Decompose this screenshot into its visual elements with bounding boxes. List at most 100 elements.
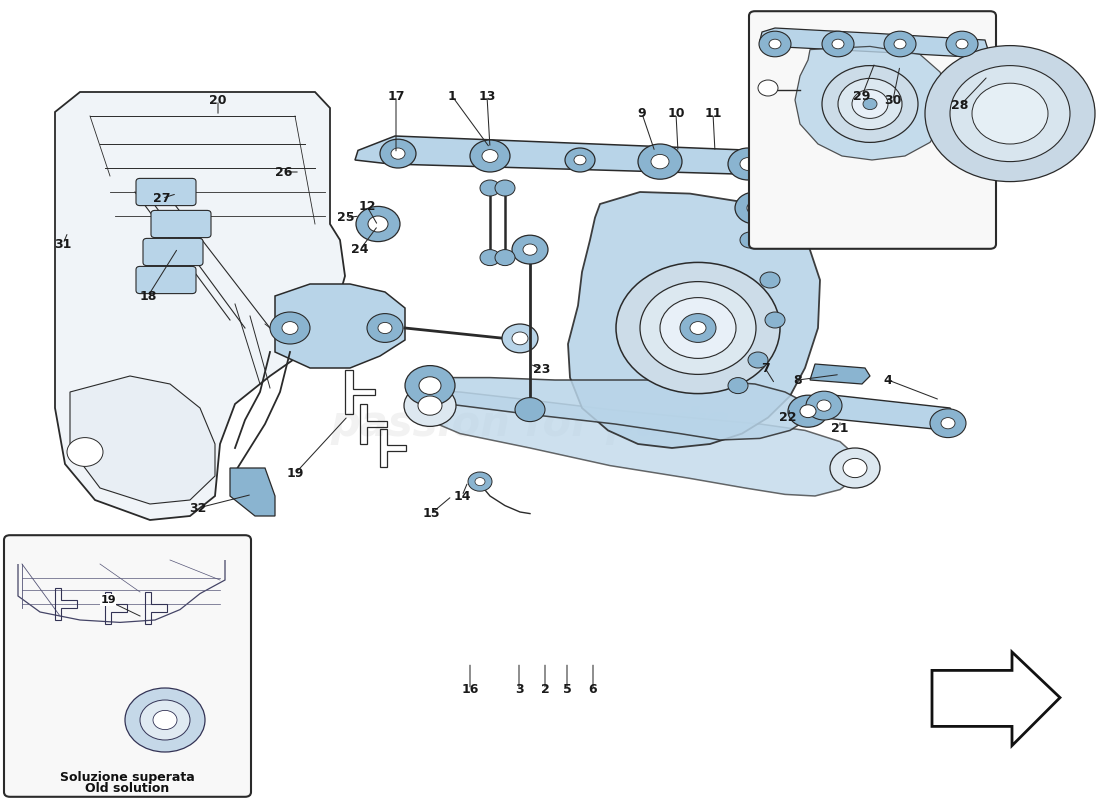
Circle shape	[838, 78, 902, 130]
Text: 24: 24	[351, 243, 369, 256]
Text: 29: 29	[854, 90, 871, 102]
Circle shape	[946, 31, 978, 57]
Text: 3: 3	[515, 683, 524, 696]
Text: 11: 11	[704, 107, 722, 120]
Text: 32: 32	[189, 502, 207, 514]
Polygon shape	[230, 468, 275, 516]
Polygon shape	[812, 394, 958, 430]
Polygon shape	[428, 390, 858, 496]
Circle shape	[468, 472, 492, 491]
Text: 22: 22	[779, 411, 796, 424]
FancyBboxPatch shape	[749, 11, 996, 249]
Circle shape	[728, 378, 748, 394]
Circle shape	[806, 391, 842, 420]
Text: 25: 25	[338, 211, 354, 224]
Text: 15: 15	[422, 507, 440, 520]
Circle shape	[125, 688, 205, 752]
Circle shape	[565, 148, 595, 172]
Circle shape	[759, 31, 791, 57]
Circle shape	[950, 66, 1070, 162]
FancyBboxPatch shape	[136, 266, 196, 294]
Polygon shape	[932, 652, 1060, 746]
Text: 2: 2	[540, 683, 549, 696]
Circle shape	[740, 232, 760, 248]
Text: 10: 10	[668, 107, 684, 120]
Circle shape	[495, 180, 515, 196]
Circle shape	[748, 352, 768, 368]
Circle shape	[495, 250, 515, 266]
Text: 19: 19	[286, 467, 304, 480]
Circle shape	[760, 272, 780, 288]
Circle shape	[574, 155, 586, 165]
Text: 8: 8	[794, 374, 802, 386]
Text: 26: 26	[275, 166, 293, 178]
Text: 14: 14	[453, 490, 471, 502]
Circle shape	[651, 154, 669, 169]
Polygon shape	[55, 92, 345, 520]
Circle shape	[153, 710, 177, 730]
FancyBboxPatch shape	[4, 535, 251, 797]
Circle shape	[512, 235, 548, 264]
Circle shape	[660, 298, 736, 358]
Circle shape	[390, 148, 405, 159]
Circle shape	[740, 158, 756, 170]
Circle shape	[747, 202, 763, 214]
Circle shape	[515, 398, 544, 422]
Text: 16: 16	[461, 683, 478, 696]
Text: 18: 18	[140, 290, 156, 302]
Text: 30: 30	[884, 94, 902, 106]
Circle shape	[522, 244, 537, 255]
Circle shape	[864, 98, 877, 110]
Circle shape	[822, 66, 918, 142]
Text: 31: 31	[54, 238, 72, 250]
Text: 9: 9	[638, 107, 647, 120]
Polygon shape	[70, 376, 214, 504]
Circle shape	[728, 148, 768, 180]
Circle shape	[419, 377, 441, 394]
Text: passion for parts: passion for parts	[330, 403, 729, 445]
FancyBboxPatch shape	[143, 238, 204, 266]
Circle shape	[822, 31, 854, 57]
Text: 4: 4	[883, 374, 892, 386]
Circle shape	[800, 405, 816, 418]
Text: 7: 7	[760, 362, 769, 374]
Circle shape	[894, 39, 906, 49]
Text: 17: 17	[387, 90, 405, 102]
FancyBboxPatch shape	[151, 210, 211, 238]
Circle shape	[972, 83, 1048, 144]
Text: 23: 23	[534, 363, 551, 376]
Circle shape	[140, 700, 190, 740]
Circle shape	[368, 216, 388, 232]
Circle shape	[764, 312, 785, 328]
Text: 5: 5	[562, 683, 571, 696]
Circle shape	[270, 312, 310, 344]
FancyBboxPatch shape	[136, 178, 196, 206]
Circle shape	[379, 139, 416, 168]
Circle shape	[282, 322, 298, 334]
Circle shape	[925, 46, 1094, 182]
Circle shape	[470, 140, 510, 172]
Polygon shape	[568, 192, 820, 448]
Text: 21: 21	[832, 422, 849, 434]
Circle shape	[788, 395, 828, 427]
Circle shape	[418, 396, 442, 415]
Polygon shape	[795, 46, 950, 160]
Circle shape	[404, 385, 456, 426]
Text: 27: 27	[153, 192, 170, 205]
Circle shape	[378, 322, 392, 334]
Circle shape	[884, 31, 916, 57]
Text: 28: 28	[952, 99, 969, 112]
Text: 13: 13	[478, 90, 496, 102]
Circle shape	[405, 366, 455, 406]
Circle shape	[769, 39, 781, 49]
Polygon shape	[810, 364, 870, 384]
Polygon shape	[275, 284, 405, 368]
Circle shape	[482, 150, 498, 162]
Circle shape	[817, 400, 830, 411]
Circle shape	[956, 39, 968, 49]
Text: 19: 19	[100, 595, 116, 605]
Circle shape	[690, 322, 706, 334]
Circle shape	[480, 250, 501, 266]
Circle shape	[940, 418, 955, 429]
Circle shape	[475, 478, 485, 486]
